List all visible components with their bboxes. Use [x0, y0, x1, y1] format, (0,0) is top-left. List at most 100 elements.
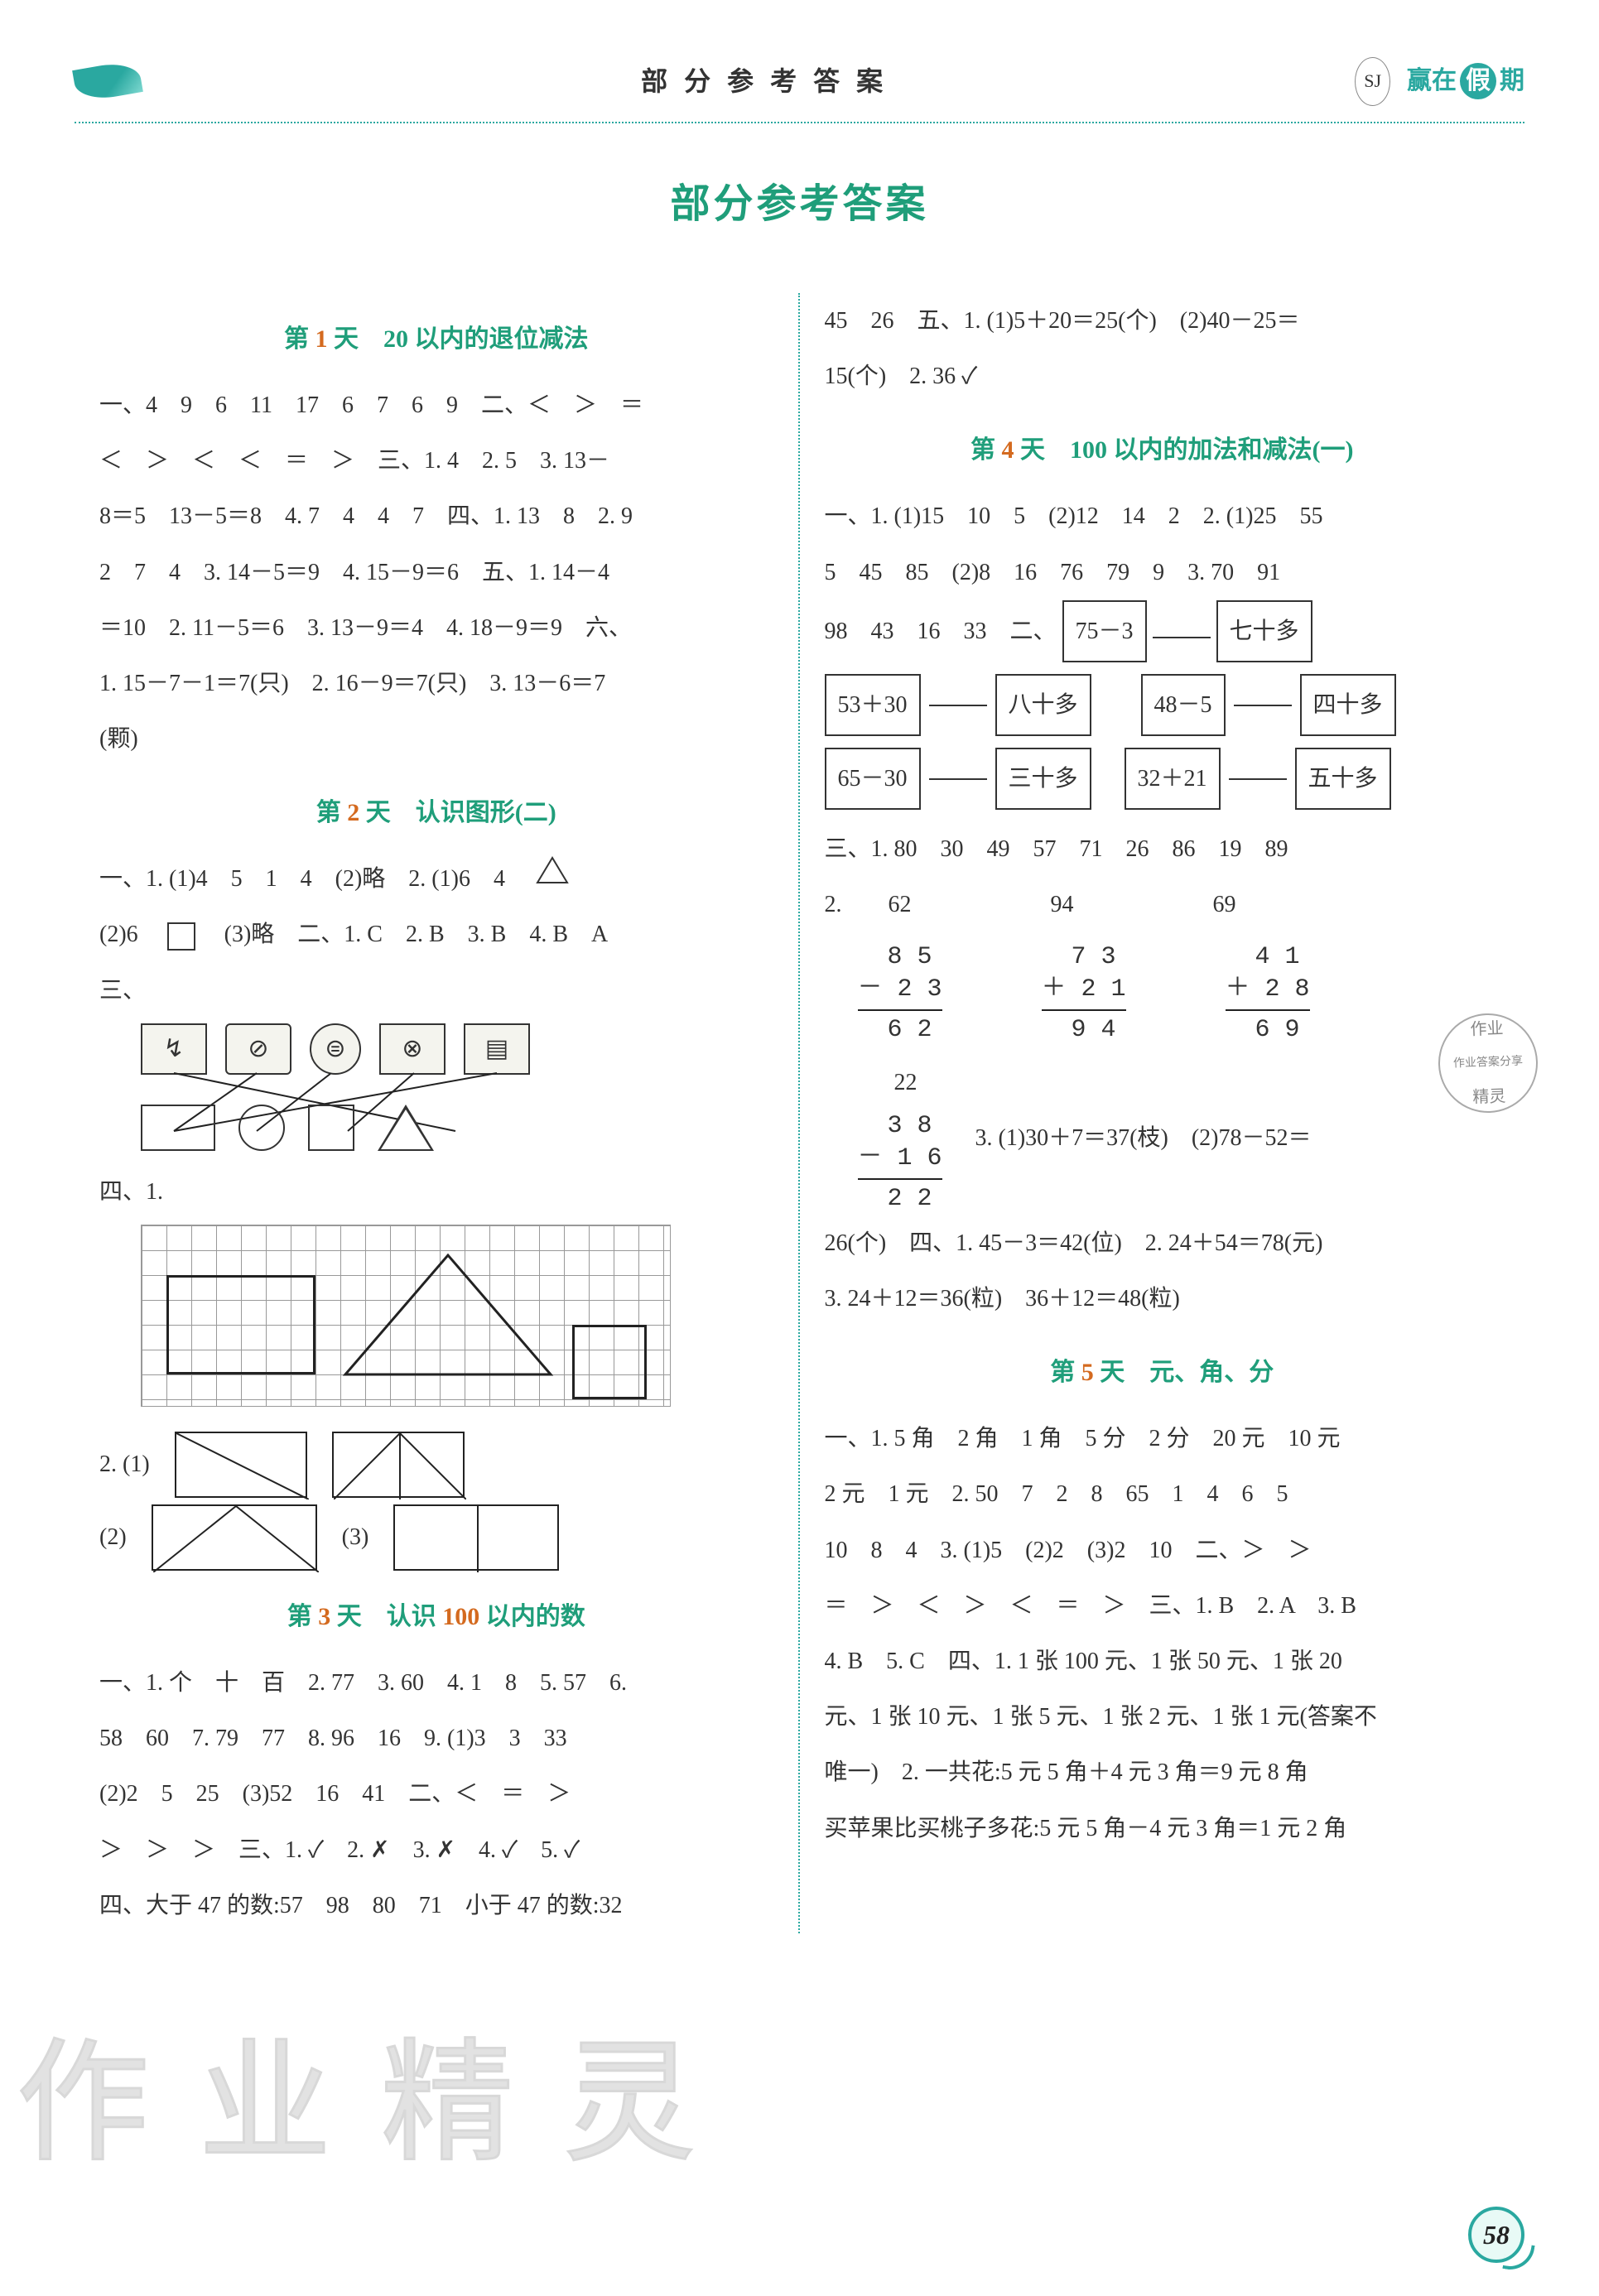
vc-op: － 2 3	[858, 975, 942, 1004]
vc-op: ＋ 2 8	[1226, 975, 1310, 1004]
day3-100: 100	[442, 1603, 479, 1630]
day1-num: 1	[315, 325, 328, 353]
connector-line	[929, 705, 987, 706]
day2-text: (3)略 二、1. C 2. B 3. B 4. B A	[201, 922, 609, 947]
grid-square	[572, 1325, 647, 1399]
day3-line: 四、大于 47 的数:57 98 80 71 小于 47 的数:32	[99, 1878, 773, 1933]
square-icon	[308, 1105, 354, 1151]
header-title: 部 分 参 考 答 案	[641, 50, 888, 113]
day3-title: 第 3 天 认识 100 以内的数	[99, 1587, 773, 1647]
split-rect	[393, 1504, 559, 1571]
day5-line: 10 8 4 3. (1)5 (2)2 (3)2 10 二、＞ ＞	[825, 1523, 1500, 1578]
stamp-line: 作业	[1470, 1009, 1505, 1050]
day3-line: 58 60 7. 79 77 8. 96 16 9. (1)3 3 33	[99, 1711, 773, 1766]
day2-line: (2)6 (3)略 二、1. C 2. B 3. B 4. B A	[99, 907, 773, 962]
grid-drawing	[141, 1225, 671, 1407]
brand-bubble: 假	[1460, 63, 1496, 99]
right-top-line: 45 26 五、1. (1)5＋20＝25(个) (2)40－25＝	[825, 293, 1500, 349]
vertical-calc: 7 3 ＋ 2 1 9 4	[1042, 941, 1126, 1047]
day5-post: 天 元、角、分	[1100, 1359, 1274, 1386]
day3-line: 一、1. 个 十 百 2. 77 3. 60 4. 1 8 5. 57 6.	[99, 1655, 773, 1711]
split-rect	[152, 1504, 317, 1571]
grid-rectangle	[166, 1275, 315, 1374]
answer-box: 65－30	[825, 748, 921, 810]
day2-text: (2)6	[99, 922, 161, 947]
content-columns: 第 1 天 20 以内的退位减法 一、4 9 6 11 17 6 7 6 9 二…	[75, 293, 1524, 1933]
day4-pre: 第	[970, 436, 995, 464]
day4-text: 98 43 16 33 二、	[825, 619, 1057, 644]
grid-triangle	[340, 1250, 556, 1383]
answer-box: 48－5	[1141, 674, 1226, 736]
box-row: 53＋30 八十多 48－5 四十多	[825, 674, 1500, 736]
connector-line	[929, 778, 987, 780]
day4-line: 98 43 16 33 二、 75－3 七十多	[825, 600, 1500, 662]
answer-box: 七十多	[1216, 600, 1312, 662]
day3-line: ＞ ＞ ＞ 三、1. ✓ 2. ✗ 3. ✗ 4. ✓ 5. ✓	[99, 1822, 773, 1878]
connector-line	[1153, 637, 1211, 638]
vertical-calc: 8 5 － 2 3 6 2	[858, 941, 942, 1047]
day4-line: 一、1. (1)15 10 5 (2)12 14 2 2. (1)25 55	[825, 489, 1500, 544]
day2-num: 2	[347, 799, 359, 826]
day3-line: (2)2 5 25 (3)52 16 41 二、＜ ＝ ＞	[99, 1766, 773, 1822]
day5-line: 2 元 1 元 2. 50 7 2 8 65 1 4 6 5	[825, 1466, 1500, 1522]
answer-box: 五十多	[1295, 748, 1391, 810]
connector-line	[1229, 778, 1287, 780]
day1-line: 2 7 4 3. 14－5＝9 4. 15－9＝6 五、1. 14－4	[99, 545, 773, 600]
day5-num: 5	[1081, 1359, 1094, 1386]
day2-post: 天 认识图形(二)	[366, 799, 556, 826]
page-header: 部 分 参 考 答 案 SJ 赢在 假 期	[75, 50, 1524, 123]
rectangle-icon	[141, 1105, 215, 1151]
box-row: 65－30 三十多 32＋21 五十多	[825, 748, 1500, 810]
split-rect	[332, 1432, 465, 1498]
day5-line: 4. B 5. C 四、1. 1 张 100 元、1 张 50 元、1 张 20	[825, 1634, 1500, 1689]
day1-line: 8＝5 13－5＝8 4. 7 4 4 7 四、1. 13 8 2. 9	[99, 489, 773, 544]
day5-pre: 第	[1050, 1359, 1075, 1386]
day1-line: 一、4 9 6 11 17 6 7 6 9 二、＜ ＞ ＝	[99, 378, 773, 433]
day2-line: 一、1. (1)4 5 1 4 (2)略 2. (1)6 4	[99, 851, 773, 907]
day4-title: 第 4 天 100 以内的加法和减法(一)	[825, 421, 1500, 480]
vertical-calc: 3 8 － 1 6 2 2	[858, 1110, 942, 1215]
main-title: 部分参考答案	[75, 156, 1524, 252]
day5-line: 唯一) 2. 一共花:5 元 5 角＋4 元 3 角＝9 元 8 角	[825, 1745, 1500, 1800]
triangle-icon	[378, 1105, 434, 1151]
q2-3-label: (3)	[342, 1509, 369, 1565]
stamp-line: 作业答案分享	[1452, 1048, 1523, 1079]
page-number: 58	[1468, 2207, 1524, 2263]
day3-post: 以内的数	[479, 1603, 585, 1630]
vertical-calc-row: 8 5 － 2 3 6 2 7 3 ＋ 2 1 9 4 4 1 ＋ 2 8 6 …	[858, 941, 1500, 1047]
answer-box: 53＋30	[825, 674, 921, 736]
day3-mid: 天 认识	[337, 1603, 443, 1630]
day4-post: 天 100 以内的加法和减法(一)	[1020, 436, 1353, 464]
answer-box: 八十多	[995, 674, 1091, 736]
day4-line: 26(个) 四、1. 45－3＝42(位) 2. 24＋54＝78(元)	[825, 1215, 1500, 1271]
day1-line: ＜ ＞ ＜ ＜ ＝ ＞ 三、1. 4 2. 5 3. 13－	[99, 433, 773, 489]
leaf-icon	[75, 65, 174, 98]
day4-line: 三、1. 80 30 49 57 71 26 86 19 89	[825, 821, 1500, 877]
vc-op: － 1 6	[858, 1144, 942, 1172]
connector-line	[1234, 705, 1292, 706]
day5-title: 第 5 天 元、角、分	[825, 1343, 1500, 1403]
label-three: 三、	[99, 978, 146, 1004]
brand-post: 期	[1500, 51, 1524, 111]
shapes-row	[141, 1105, 434, 1151]
day2-text: 一、1. (1)4 5 1 4 (2)略 2. (1)6 4	[99, 866, 528, 892]
day5-line: ＝ ＞ ＜ ＞ ＜ ＝ ＞ 三、1. B 2. A 3. B	[825, 1578, 1500, 1634]
right-top-line: 15(个) 2. 36 ✓	[825, 349, 1500, 404]
vc-op: ＋ 2 1	[1042, 975, 1126, 1004]
q2-2-label: (2)	[99, 1509, 127, 1565]
day2-title: 第 2 天 认识图形(二)	[99, 783, 773, 843]
answer-box: 32＋21	[1125, 748, 1221, 810]
vc-a: 7 3	[1042, 943, 1116, 971]
vc-r: 9 4	[1042, 1016, 1116, 1044]
circle-icon	[238, 1105, 285, 1151]
split-rect	[175, 1432, 307, 1498]
answer-box: 75－3	[1062, 600, 1147, 662]
day3-num: 3	[318, 1603, 330, 1630]
day2-q2-23: (2) (3)	[99, 1504, 773, 1571]
day1-line: 1. 15－7－1＝7(只) 2. 16－9＝7(只) 3. 13－6＝7	[99, 656, 773, 711]
day4-line: 3. (1)30＋7＝37(枝) (2)78－52＝	[975, 1110, 1500, 1166]
day4-line: 22	[825, 1055, 1500, 1110]
day4-line: 2. 62 94 69	[825, 877, 1500, 932]
day3-pre: 第	[287, 1603, 312, 1630]
answer-box: 四十多	[1300, 674, 1396, 736]
